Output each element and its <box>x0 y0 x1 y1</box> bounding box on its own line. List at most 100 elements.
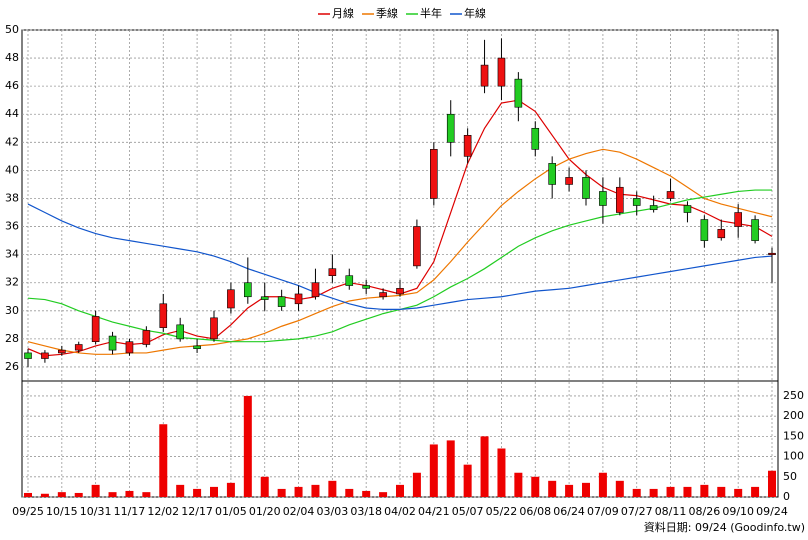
candle-body <box>277 296 286 307</box>
volume-bar <box>632 488 641 497</box>
y-tick-label: 44 <box>5 107 19 120</box>
volume-bar <box>91 484 100 497</box>
x-tick-label: 07/27 <box>621 505 653 518</box>
candle-body <box>58 349 66 354</box>
volume-bar <box>328 480 337 497</box>
volume-bar <box>734 488 743 497</box>
y-tick-label: 30 <box>5 304 19 317</box>
volume-bar <box>497 448 506 497</box>
volume-bar <box>210 486 218 497</box>
candle-body <box>193 345 201 350</box>
volume-bar <box>768 470 776 497</box>
y2-tick-label: 150 <box>783 429 804 442</box>
x-tick-label: 08/26 <box>689 505 721 518</box>
volume-bar <box>429 444 438 497</box>
candle-body <box>734 212 742 227</box>
candle-body <box>632 198 641 206</box>
candle-body <box>616 186 624 213</box>
candle-body <box>565 177 573 185</box>
candle-body <box>683 205 692 213</box>
x-tick-label: 04/21 <box>418 505 450 518</box>
volume-bar <box>176 484 185 497</box>
legend-label: 季線 <box>376 6 398 20</box>
x-tick-label: 07/09 <box>587 505 619 518</box>
candle-body <box>649 205 658 211</box>
x-tick-label: 06/08 <box>519 505 551 518</box>
volume-bar <box>565 484 574 497</box>
volume-bar <box>260 476 269 497</box>
y2-tick-label: 250 <box>783 389 804 402</box>
candle-body <box>294 293 303 305</box>
candle-body <box>311 282 320 298</box>
y-tick-label: 46 <box>5 79 19 92</box>
candle-body <box>345 275 354 286</box>
y-tick-label: 36 <box>5 220 19 233</box>
legend-label: 年線 <box>464 6 486 20</box>
volume-bar <box>751 486 760 497</box>
candle-body <box>396 288 404 295</box>
candle-body <box>328 268 337 276</box>
candle-body <box>108 335 117 351</box>
candle-body <box>125 341 134 354</box>
volume-bar <box>159 424 168 497</box>
candle-body <box>751 219 759 241</box>
candle-body <box>91 316 100 342</box>
candle-body <box>531 127 540 150</box>
candle-body <box>480 64 489 87</box>
candle-body <box>210 317 218 340</box>
candle-body <box>599 191 607 206</box>
y-tick-label: 50 <box>5 23 19 36</box>
volume-bar <box>649 488 658 497</box>
source: 資料日期: 09/24 (Goodinfo.tw) <box>644 520 805 534</box>
x-tick-label: 09/24 <box>756 505 788 518</box>
candle-body <box>379 292 387 298</box>
volume-bar <box>598 472 607 497</box>
y-tick-label: 32 <box>5 276 19 289</box>
y-tick-label: 28 <box>5 332 19 345</box>
volume-bar <box>311 484 320 497</box>
volume-bar <box>243 395 252 497</box>
candle-body <box>362 285 370 289</box>
x-tick-label: 12/02 <box>147 505 179 518</box>
candle-body <box>666 191 675 199</box>
x-tick-label: 09/10 <box>722 505 754 518</box>
volume-bar <box>582 482 590 497</box>
volume-bar <box>125 490 134 497</box>
candle-body <box>260 296 269 300</box>
x-tick-label: 05/22 <box>486 505 518 518</box>
volume-bar <box>700 484 709 497</box>
volume-bar <box>277 488 286 497</box>
x-tick-label: 12/17 <box>181 505 213 518</box>
volume-bar <box>57 492 66 497</box>
x-tick-label: 09/25 <box>12 505 44 518</box>
candle-body <box>514 78 523 108</box>
volume-bar <box>531 476 540 497</box>
volume-bar <box>40 493 49 497</box>
x-tick-label: 01/05 <box>215 505 247 518</box>
volume-bar <box>379 492 388 497</box>
candle-body <box>176 324 184 340</box>
x-tick-label: 10/15 <box>46 505 78 518</box>
candle-body <box>548 163 556 185</box>
candle-body <box>446 113 455 143</box>
y2-tick-label: 50 <box>783 470 797 483</box>
y2-tick-label: 0 <box>783 490 790 503</box>
x-tick-label: 04/02 <box>384 505 416 518</box>
candle-body <box>159 303 168 328</box>
legend-label: 半年 <box>420 6 442 20</box>
y-tick-label: 34 <box>5 248 19 261</box>
candle-body <box>497 57 506 87</box>
volume-bar <box>24 492 32 497</box>
candle-body <box>463 135 472 157</box>
ma-line <box>27 203 773 310</box>
candle-body <box>717 229 726 239</box>
candle-body <box>700 219 709 241</box>
candle-body <box>244 282 252 298</box>
volume-bar <box>463 464 472 497</box>
legend-label: 月線 <box>332 6 354 20</box>
x-tick-label: 10/31 <box>80 505 112 518</box>
volume-bar <box>396 484 404 497</box>
volume-bar <box>362 490 371 497</box>
candle-body <box>142 330 151 345</box>
volume-bar <box>548 480 557 497</box>
